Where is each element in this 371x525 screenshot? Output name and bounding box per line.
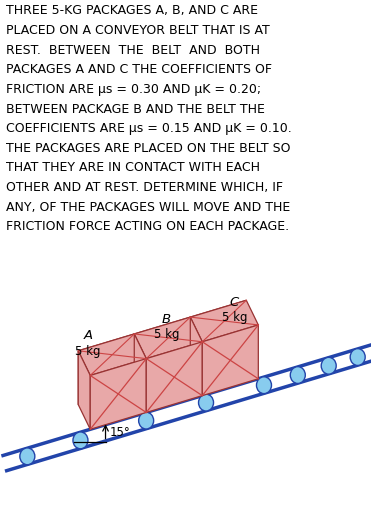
Text: PACKAGES A AND C THE COEFFICIENTS OF: PACKAGES A AND C THE COEFFICIENTS OF xyxy=(6,63,272,76)
Text: REST.  BETWEEN  THE  BELT  AND  BOTH: REST. BETWEEN THE BELT AND BOTH xyxy=(6,44,260,57)
Polygon shape xyxy=(78,351,90,429)
Circle shape xyxy=(290,366,305,383)
Polygon shape xyxy=(190,300,258,342)
Polygon shape xyxy=(134,317,202,359)
Text: ANY, OF THE PACKAGES WILL MOVE AND THE: ANY, OF THE PACKAGES WILL MOVE AND THE xyxy=(6,201,290,214)
Circle shape xyxy=(321,358,336,374)
Circle shape xyxy=(20,448,35,465)
Polygon shape xyxy=(202,325,258,396)
Text: 5 kg: 5 kg xyxy=(154,328,179,341)
Polygon shape xyxy=(134,334,146,413)
Text: THAT THEY ARE IN CONTACT WITH EACH: THAT THEY ARE IN CONTACT WITH EACH xyxy=(6,161,260,174)
Text: THREE 5-KG PACKAGES A, B, AND C ARE: THREE 5-KG PACKAGES A, B, AND C ARE xyxy=(6,4,257,17)
Text: OTHER AND AT REST. DETERMINE WHICH, IF: OTHER AND AT REST. DETERMINE WHICH, IF xyxy=(6,181,283,194)
Circle shape xyxy=(73,432,88,449)
Polygon shape xyxy=(78,334,146,375)
Text: PLACED ON A CONVEYOR BELT THAT IS AT: PLACED ON A CONVEYOR BELT THAT IS AT xyxy=(6,24,269,37)
Circle shape xyxy=(139,412,154,429)
Circle shape xyxy=(350,349,365,365)
Text: FRICTION ARE μs = 0.30 AND μK = 0.20;: FRICTION ARE μs = 0.30 AND μK = 0.20; xyxy=(6,83,261,96)
Polygon shape xyxy=(190,300,246,371)
Text: 5 kg: 5 kg xyxy=(221,311,247,324)
Polygon shape xyxy=(190,317,202,396)
Text: $A$: $A$ xyxy=(83,329,93,342)
Text: BETWEEN PACKAGE B AND THE BELT THE: BETWEEN PACKAGE B AND THE BELT THE xyxy=(6,102,265,116)
Text: FRICTION FORCE ACTING ON EACH PACKAGE.: FRICTION FORCE ACTING ON EACH PACKAGE. xyxy=(6,220,289,233)
Text: $C$: $C$ xyxy=(229,296,240,309)
Polygon shape xyxy=(134,317,190,388)
Text: 5 kg: 5 kg xyxy=(75,345,101,358)
Circle shape xyxy=(256,377,272,394)
Polygon shape xyxy=(78,334,134,405)
Text: COEFFICIENTS ARE μs = 0.15 AND μK = 0.10.: COEFFICIENTS ARE μs = 0.15 AND μK = 0.10… xyxy=(6,122,291,135)
Polygon shape xyxy=(90,359,146,429)
Circle shape xyxy=(198,394,214,411)
Text: THE PACKAGES ARE PLACED ON THE BELT SO: THE PACKAGES ARE PLACED ON THE BELT SO xyxy=(6,142,290,155)
Polygon shape xyxy=(146,342,202,413)
Text: $B$: $B$ xyxy=(161,312,171,326)
Text: 15°: 15° xyxy=(109,426,130,439)
